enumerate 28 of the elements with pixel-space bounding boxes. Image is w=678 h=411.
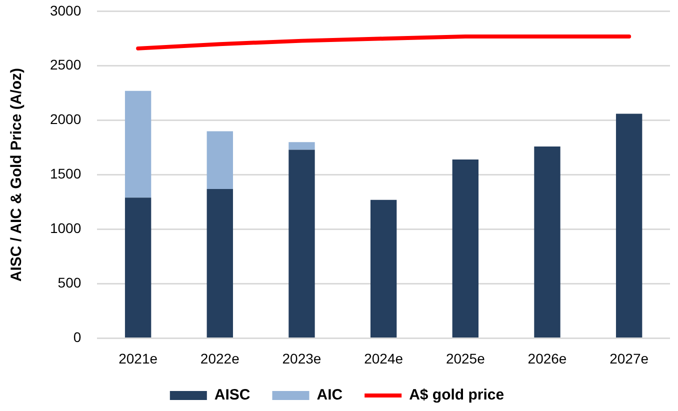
- bar: [370, 200, 397, 338]
- legend-label: AISC: [214, 386, 250, 404]
- legend-label: A$ gold price: [409, 386, 504, 404]
- y-tick-label: 0: [73, 329, 82, 346]
- x-tick-label: 2025e: [446, 350, 486, 366]
- y-tick-label: 3000: [50, 2, 82, 18]
- legend-label: AIC: [316, 386, 343, 404]
- bar: [288, 150, 315, 338]
- x-tick-label: 2024e: [364, 350, 404, 366]
- x-tick-label: 2026e: [528, 350, 567, 366]
- x-tick-label: 2022e: [200, 350, 240, 366]
- y-tick-label: 500: [58, 274, 82, 291]
- x-tick-label: 2021e: [118, 350, 158, 366]
- y-axis-title: AISC / AIC & Gold Price (A/oz): [8, 68, 26, 282]
- x-tick-label: 2027e: [610, 350, 649, 366]
- bar: [124, 90, 152, 198]
- bar: [124, 198, 152, 338]
- y-tick-label: 2500: [50, 56, 82, 73]
- bar: [452, 160, 479, 338]
- bar: [206, 188, 233, 338]
- y-tick-label: 1500: [50, 166, 82, 182]
- bar: [206, 131, 233, 189]
- bar: [534, 146, 560, 338]
- y-tick-label: 1000: [50, 220, 82, 236]
- bar: [288, 142, 315, 150]
- bar: [616, 114, 642, 338]
- y-tick-label: 2000: [50, 111, 82, 128]
- x-tick-label: 2023e: [282, 350, 322, 366]
